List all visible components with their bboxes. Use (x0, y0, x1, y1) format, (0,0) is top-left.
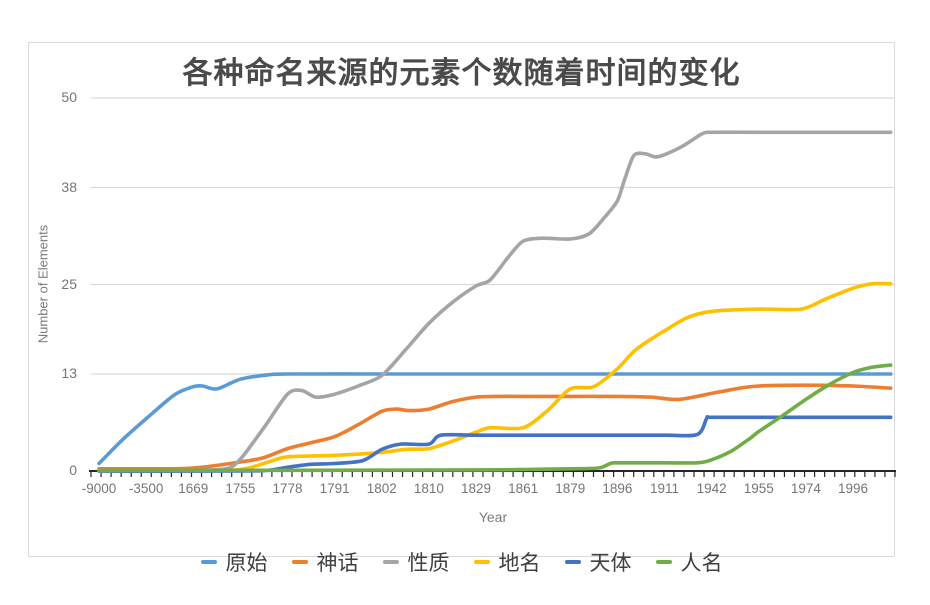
legend-item: 神话 (291, 547, 359, 577)
x-tick-label: 1974 (790, 481, 821, 496)
plot-area (89, 97, 896, 477)
legend-item: 人名 (655, 547, 723, 577)
chart-legend: 原始 神话 性质 地名 天体 人名 (29, 540, 894, 584)
series-line-4 (97, 414, 893, 473)
legend-line-marker (473, 560, 490, 564)
x-tick-label: 1942 (696, 481, 727, 496)
x-tick-label: 1955 (743, 481, 774, 496)
x-tick-label: 1791 (319, 481, 350, 496)
y-tick-label: 25 (61, 275, 77, 292)
legend-label: 天体 (589, 552, 632, 575)
legend-line-marker (200, 560, 217, 564)
x-tick-label: 1669 (178, 481, 209, 496)
x-tick-label: 1911 (649, 481, 680, 496)
x-tick-label: 1829 (460, 481, 492, 496)
x-tick-label: 1802 (366, 481, 397, 496)
y-tick-label: 50 (61, 89, 77, 105)
legend-label: 原始 (225, 552, 268, 575)
series-line-5 (97, 363, 893, 473)
legend-label: 地名 (498, 552, 541, 575)
legend-label: 人名 (680, 552, 723, 575)
series-line-2 (97, 130, 893, 473)
y-tick-label: 0 (69, 462, 77, 478)
x-tick-label: 1810 (413, 481, 444, 496)
y-tick-label: 13 (61, 365, 77, 382)
legend-label: 性质 (407, 552, 450, 575)
legend-line-marker (291, 560, 308, 564)
series-line-0 (97, 372, 893, 466)
x-axis-title: Year (478, 509, 508, 525)
x-tick-label: 1996 (837, 481, 869, 496)
x-tick-label: -9000 (81, 481, 117, 496)
x-tick-label: 1755 (225, 481, 256, 496)
x-tick-label: 1896 (602, 481, 633, 496)
y-tick-label: 38 (61, 178, 77, 195)
chart-title: 各种命名来源的元素个数随着时间的变化 (182, 57, 741, 90)
x-tick-label: 1778 (272, 481, 303, 496)
legend-line-marker (655, 560, 672, 564)
legend-label: 神话 (316, 552, 359, 575)
x-tick-label: -3500 (128, 481, 164, 496)
x-tick-label: 1861 (508, 481, 539, 496)
series-line-3 (97, 281, 893, 473)
legend-line-marker (382, 560, 399, 564)
legend-line-marker (564, 560, 581, 564)
legend-item: 地名 (473, 547, 541, 577)
series-line-1 (97, 383, 893, 471)
legend-item: 天体 (564, 547, 632, 577)
legend-item: 原始 (200, 547, 268, 577)
x-tick-label: 1879 (555, 481, 586, 496)
legend-item: 性质 (382, 547, 450, 577)
